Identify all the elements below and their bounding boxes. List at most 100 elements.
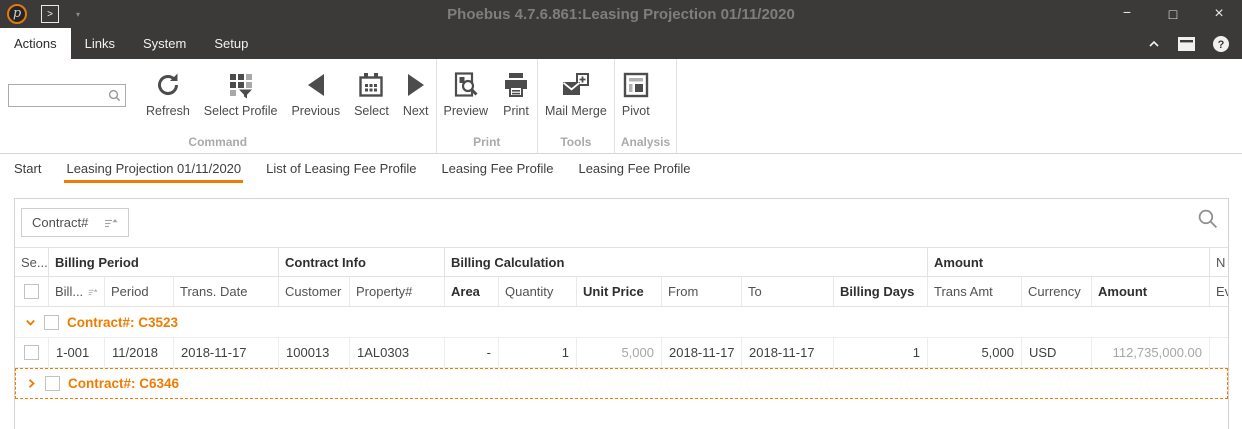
- cell-trans_amt[interactable]: 5,000: [928, 338, 1022, 367]
- column-header-label-property: Property#: [356, 284, 413, 299]
- ribbon-search-box: [8, 84, 126, 107]
- select-button[interactable]: Select: [347, 59, 396, 118]
- menu-item-system[interactable]: System: [143, 36, 187, 51]
- previous-button[interactable]: Previous: [284, 59, 347, 118]
- print-preview-button[interactable]: Preview: [437, 59, 495, 118]
- ribbon-group-label-tools: Tools: [560, 135, 592, 149]
- pivot-button[interactable]: Pivot: [615, 59, 657, 118]
- help-icon: ?: [1213, 35, 1229, 52]
- column-header-unit_price[interactable]: Unit Price: [577, 277, 662, 306]
- header-row: Bill... Period Trans. Date Customer Property…: [15, 277, 1228, 307]
- cell-amount[interactable]: 112,735,000.00: [1092, 338, 1210, 367]
- column-header-label-unit_price: Unit Price: [583, 284, 644, 299]
- column-header-area[interactable]: Area: [445, 277, 499, 306]
- menu-item-links[interactable]: Links: [84, 36, 115, 51]
- menubar-items: Actions Links System Setup: [0, 28, 262, 59]
- grid-search-button[interactable]: [1197, 208, 1218, 234]
- band-header-amount: Amount: [928, 248, 1210, 276]
- column-header-trans_amt[interactable]: Trans Amt: [928, 277, 1022, 306]
- column-header-label-quantity: Quantity: [505, 284, 554, 299]
- ribbon-group-label-print: Print: [473, 135, 501, 149]
- group-row-contract-c3523[interactable]: Contract#: C3523: [15, 307, 1228, 338]
- column-header-ev[interactable]: Ev: [1210, 277, 1228, 306]
- column-header-trans_date[interactable]: Trans. Date: [174, 277, 279, 306]
- column-header-currency[interactable]: Currency: [1022, 277, 1092, 306]
- column-header-label-trans_date: Trans. Date: [180, 284, 248, 299]
- quick-access-button[interactable]: >: [41, 5, 59, 23]
- ribbon-group-label-command: Command: [188, 135, 248, 149]
- group-row-contract-c6346[interactable]: Contract#: C6346: [15, 368, 1228, 399]
- cell-to[interactable]: 2018-11-17: [742, 338, 834, 367]
- grid-body: Contract#: C3523 1-001 11/2018 2018-11-17 10…: [15, 307, 1228, 399]
- column-header-sel[interactable]: [15, 277, 49, 306]
- cell-sel[interactable]: [15, 338, 49, 367]
- menu-item-actions[interactable]: Actions: [0, 28, 71, 59]
- select-profile-icon: [227, 70, 255, 100]
- maximize-button[interactable]: □: [1150, 0, 1196, 28]
- cell-quantity[interactable]: 1: [499, 338, 577, 367]
- doc-tab-leasing-fee-profile[interactable]: Leasing Fee Profile: [578, 161, 691, 176]
- select-profile-button[interactable]: Select Profile: [197, 59, 285, 118]
- ribbon-search-input[interactable]: [9, 85, 125, 106]
- band-header-billing-calculation: Billing Calculation: [445, 248, 928, 276]
- ribbon-group-tools: Mail Merge Tools: [538, 59, 615, 153]
- column-header-quantity[interactable]: Quantity: [499, 277, 577, 306]
- print-preview-icon: [453, 70, 479, 100]
- collapse-ribbon-button[interactable]: [1148, 40, 1160, 48]
- row-checkbox[interactable]: [24, 345, 39, 360]
- column-header-label-area: Area: [451, 284, 480, 299]
- pivot-table-icon: [622, 70, 650, 100]
- cell-property[interactable]: 1AL0303: [350, 338, 445, 367]
- group-by-chip-label: Contract#: [32, 215, 89, 230]
- column-header-amount[interactable]: Amount: [1092, 277, 1210, 306]
- column-header-label-from: From: [668, 284, 699, 299]
- doc-tab-leasing-projection-01-11-2020[interactable]: Leasing Projection 01/11/2020: [64, 154, 243, 183]
- group-by-chip-contract[interactable]: Contract#: [21, 208, 130, 237]
- row-checkbox[interactable]: [44, 314, 59, 330]
- cell-bill[interactable]: 1-001: [49, 338, 105, 367]
- column-header-to[interactable]: To: [742, 277, 834, 306]
- phoebus-logo-icon[interactable]: p: [7, 4, 27, 24]
- column-header-bill[interactable]: Bill...: [49, 277, 105, 306]
- cell-billing_days[interactable]: 1: [834, 338, 928, 367]
- help-button[interactable]: ?: [1213, 35, 1229, 52]
- group-row-label: Contract#: C6346: [68, 376, 180, 391]
- column-header-label-currency: Currency: [1028, 284, 1081, 299]
- cell-customer[interactable]: 100013: [279, 338, 350, 367]
- cell-ev[interactable]: [1210, 338, 1228, 367]
- cell-period[interactable]: 11/2018: [105, 338, 174, 367]
- next-button[interactable]: Next: [396, 59, 436, 118]
- close-button[interactable]: ×: [1196, 0, 1242, 28]
- cell-from[interactable]: 2018-11-17: [662, 338, 742, 367]
- column-header-period[interactable]: Period: [105, 277, 174, 306]
- column-header-label-to: To: [748, 284, 762, 299]
- collapse-group-icon[interactable]: [24, 317, 36, 328]
- print-button[interactable]: Print: [495, 59, 537, 118]
- refresh-button[interactable]: Refresh: [139, 59, 197, 118]
- mail-merge-button-label: Mail Merge: [545, 104, 607, 118]
- row-checkbox[interactable]: [45, 376, 60, 391]
- cell-unit_price[interactable]: 5,000: [577, 338, 662, 367]
- column-header-customer[interactable]: Customer: [279, 277, 350, 306]
- sort-ascending-icon: [105, 218, 118, 227]
- menu-item-setup[interactable]: Setup: [214, 36, 249, 51]
- previous-icon: [305, 70, 327, 100]
- ribbon-display-button[interactable]: [1178, 36, 1195, 51]
- column-header-billing_days[interactable]: Billing Days: [834, 277, 928, 306]
- cell-area[interactable]: -: [445, 338, 499, 367]
- cell-trans_date[interactable]: 2018-11-17: [174, 338, 279, 367]
- doc-tab-list-of-leasing-fee-profile[interactable]: List of Leasing Fee Profile: [266, 161, 417, 176]
- doc-tab-start[interactable]: Start: [14, 161, 42, 176]
- expand-group-icon[interactable]: [25, 378, 37, 389]
- column-header-from[interactable]: From: [662, 277, 742, 306]
- minimize-button[interactable]: −: [1104, 0, 1150, 28]
- column-header-label-bill: Bill...: [55, 284, 84, 299]
- column-header-property[interactable]: Property#: [350, 277, 445, 306]
- select-all-checkbox[interactable]: [24, 284, 39, 299]
- cell-currency[interactable]: USD: [1022, 338, 1092, 367]
- doc-tab-leasing-fee-profile[interactable]: Leasing Fee Profile: [441, 161, 554, 176]
- mail-merge-button[interactable]: Mail Merge: [538, 59, 614, 118]
- content-area: Contract# Se... Billing Period Contract In…: [0, 183, 1242, 429]
- quick-access-dropdown-icon[interactable]: ▾: [76, 9, 81, 19]
- ribbon-group-print: Preview Print Print: [437, 59, 538, 153]
